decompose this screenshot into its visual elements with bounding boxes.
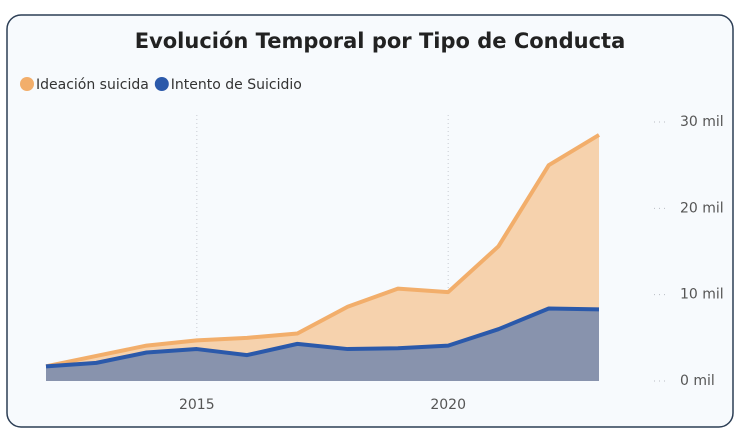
y-tick-label: 20 mil [680, 200, 724, 216]
y-tick-label: 0 mil [680, 373, 715, 389]
y-tick-label: 30 mil [680, 114, 724, 130]
area [46, 308, 599, 381]
x-tick-label: 2020 [430, 397, 466, 413]
legend-label: Intento de Suicidio [171, 77, 302, 93]
line [45, 306, 600, 369]
line [45, 133, 601, 369]
chart-title: Evolución Temporal por Tipo de Conducta [135, 29, 626, 53]
area [46, 134, 599, 381]
legend-marker [20, 77, 34, 91]
y-tick-label: 10 mil [680, 287, 724, 303]
legend-marker [154, 77, 169, 91]
x-tick-label: 2015 [179, 397, 215, 413]
legend-label: Ideación suicida [36, 77, 149, 93]
